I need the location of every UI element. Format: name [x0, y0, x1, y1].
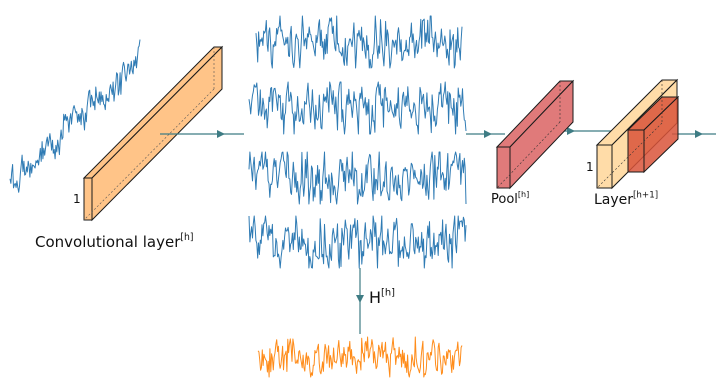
pool-block: [495, 79, 575, 190]
input-signal: [9, 39, 141, 193]
conv-block-side-face: [91, 45, 223, 222]
conv-layer-text: Convolutional layer: [35, 233, 181, 251]
arrow-head-icon: [695, 130, 703, 138]
h-superscript: [h]: [381, 287, 396, 299]
feature-map-signal-3: [248, 151, 467, 205]
conv-layer-block: [82, 45, 224, 222]
next-layer-superscript: [h+1]: [633, 190, 659, 201]
conv-width-label: 1: [73, 192, 81, 206]
feature-map-signal-4: [248, 215, 467, 269]
pool-text: Pool: [491, 192, 518, 207]
conv-layer-label: Convolutional layer[h]: [35, 233, 194, 251]
next-layer-hidden-edge: [596, 122, 663, 189]
conv-block-front-face: [83, 177, 93, 221]
next-layer-block: [595, 78, 680, 190]
feature-map-signal-2: [248, 81, 467, 135]
h-label: H[h]: [369, 288, 395, 307]
feature-map-signal-1: [255, 15, 463, 69]
next-layer-label: Layer[h+1]: [594, 190, 659, 208]
kernel-block-front-face: [627, 129, 645, 173]
pool-block-hidden-edge: [496, 121, 561, 189]
kernel-block-side-face: [643, 95, 679, 174]
arrow-head-icon: [567, 127, 575, 135]
next-layer-front-face: [596, 144, 613, 189]
arrow-head-icon: [217, 130, 225, 138]
conv-layer-superscript: [h]: [180, 232, 194, 244]
next-layer-text: Layer: [594, 192, 634, 208]
h-text: H: [369, 288, 382, 307]
next-width-label: 1: [586, 160, 594, 174]
h-output-signal: [257, 336, 463, 378]
conv-block-hidden-edge: [83, 88, 215, 221]
pool-label: Pool[h]: [491, 189, 530, 207]
arrow-head-icon: [356, 295, 364, 303]
pool-block-front-face: [496, 146, 511, 189]
pool-superscript: [h]: [517, 189, 530, 199]
arrow-head-icon: [484, 130, 492, 138]
